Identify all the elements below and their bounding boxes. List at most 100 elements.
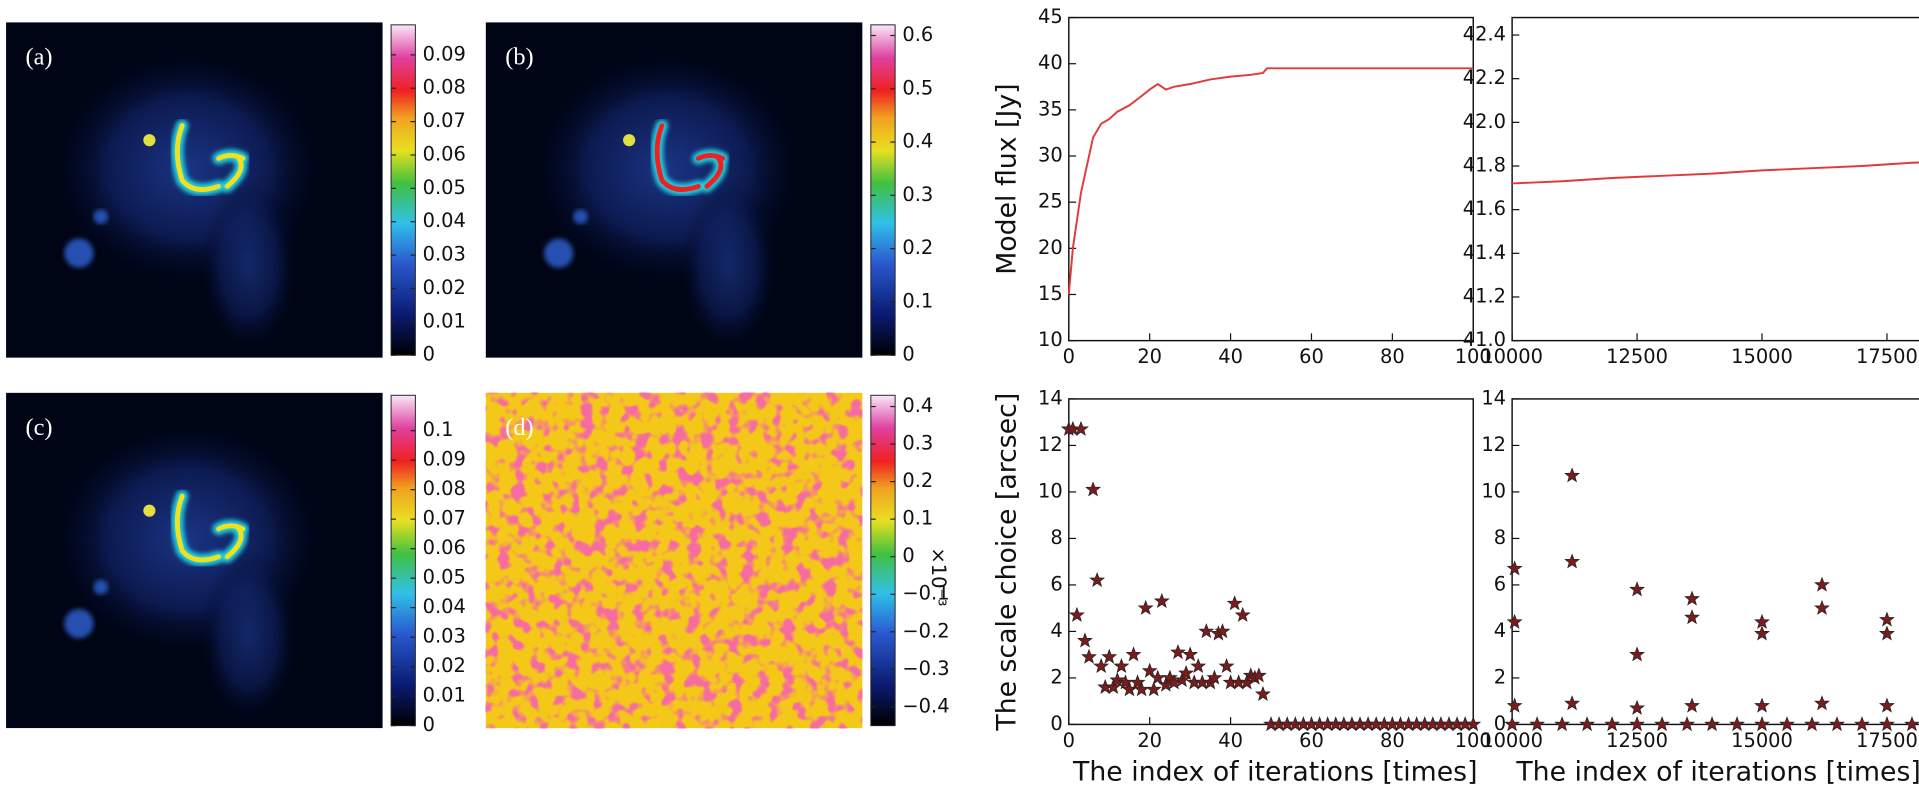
star-marker bbox=[1704, 716, 1720, 732]
star-marker bbox=[1854, 716, 1870, 732]
y-tick-label: 14 bbox=[1481, 386, 1506, 409]
star-marker bbox=[1564, 695, 1581, 711]
star-marker bbox=[1077, 632, 1093, 648]
colorbar-tick-label: 0.02 bbox=[423, 276, 466, 299]
blob bbox=[573, 209, 588, 225]
data-layer bbox=[1067, 67, 1474, 295]
star-marker bbox=[1654, 716, 1670, 732]
star-marker bbox=[1554, 716, 1571, 732]
star-marker bbox=[1604, 716, 1621, 732]
star-marker bbox=[1255, 685, 1271, 701]
colorbar bbox=[390, 394, 416, 727]
star-marker bbox=[1879, 697, 1895, 713]
star-marker bbox=[1174, 671, 1190, 687]
star-marker bbox=[1190, 657, 1207, 674]
colorbar bbox=[870, 24, 896, 356]
star-marker bbox=[1073, 420, 1089, 436]
colorbar-tick-label: 0.4 bbox=[902, 394, 933, 417]
x-tick-label: 40 bbox=[1218, 345, 1243, 368]
star-marker bbox=[1579, 716, 1596, 732]
y-tick-label: 20 bbox=[1038, 236, 1063, 259]
colorbar-tick-label: 0.04 bbox=[423, 209, 466, 232]
colorbar-tick-label: 0.09 bbox=[423, 42, 466, 65]
y-tick-label: 10 bbox=[1038, 479, 1063, 502]
star-marker bbox=[1504, 716, 1521, 732]
x-tick-label: 100 bbox=[1455, 729, 1492, 752]
star-marker bbox=[1145, 681, 1162, 697]
colorbar-tick-label: 0.07 bbox=[423, 109, 466, 132]
y-tick-label: 4 bbox=[1050, 619, 1062, 642]
y-tick-label: 42.2 bbox=[1463, 66, 1506, 89]
colorbar-tick-label: 0.03 bbox=[423, 243, 466, 266]
y-axis-label: The scale choice [arcsec] bbox=[992, 393, 1023, 732]
colorbar-tick-label: 0 bbox=[423, 343, 435, 366]
x-tick-label: 12500 bbox=[1606, 729, 1668, 752]
y-tick-label: 40 bbox=[1038, 51, 1063, 74]
colorbar-tick-label: 0.08 bbox=[423, 477, 466, 500]
nebula bbox=[200, 550, 298, 721]
star-marker bbox=[1182, 646, 1199, 662]
star-marker bbox=[1506, 697, 1523, 713]
colorbar-tick-label: 0.05 bbox=[423, 566, 466, 589]
x-tick-label: 0 bbox=[1063, 345, 1075, 368]
star-marker bbox=[1218, 657, 1235, 674]
y-tick-label: 8 bbox=[1494, 526, 1506, 549]
star-marker bbox=[1679, 716, 1695, 732]
colorbar-tick-label: 0 bbox=[902, 343, 914, 366]
star-marker bbox=[1629, 581, 1645, 597]
line bbox=[1512, 161, 1919, 185]
star-marker bbox=[1684, 609, 1700, 625]
y-tick-label: 4 bbox=[1494, 619, 1506, 642]
chart: 0 2 4 6 8 10 12 14 10000 12500 15000 17500 The index… bbox=[1481, 386, 1919, 788]
x-tick-label: 0 bbox=[1063, 729, 1075, 752]
colorbar-tick-label: 0.01 bbox=[423, 309, 466, 332]
star-marker bbox=[1141, 662, 1158, 678]
y-tick-label: 30 bbox=[1038, 144, 1063, 167]
bright-core bbox=[174, 493, 246, 563]
star-marker bbox=[1529, 716, 1546, 732]
star-marker bbox=[1170, 644, 1186, 660]
star-marker bbox=[1129, 674, 1146, 690]
blob bbox=[143, 134, 156, 147]
star-marker bbox=[1093, 657, 1110, 674]
y-tick-label: 8 bbox=[1050, 526, 1062, 549]
star-marker bbox=[1754, 625, 1770, 641]
colorbar-tick-label: 0.4 bbox=[902, 130, 933, 153]
colorbar-tick-label: 0.5 bbox=[902, 76, 933, 99]
star-marker bbox=[1206, 669, 1223, 685]
colorbar-tick-label: 0.2 bbox=[902, 469, 933, 492]
colorbar-tick-label: −0.1 bbox=[902, 582, 949, 605]
colorbar-tick-label: 0.1 bbox=[902, 289, 933, 312]
image-panel: (b) 0 0.1 0.2 0.3 0.4 0.5 0.6 bbox=[485, 22, 933, 366]
star-marker bbox=[1754, 697, 1770, 713]
star-marker bbox=[1068, 606, 1085, 622]
colorbar-tick-label: 0.03 bbox=[423, 625, 466, 648]
x-tick-label: 17500 bbox=[1856, 345, 1918, 368]
y-tick-label: 41.6 bbox=[1463, 197, 1506, 220]
star-marker bbox=[1779, 716, 1795, 732]
image-panel: (c) 0 0.01 0.02 0.03 0.04 0.05 0.06 0.07 0.08 0.09… bbox=[6, 392, 466, 736]
colorbar-tick-label: 0.1 bbox=[902, 507, 933, 530]
star-marker bbox=[1153, 592, 1170, 608]
y-tick-label: 0 bbox=[1494, 712, 1506, 735]
star-marker bbox=[1564, 467, 1581, 483]
colorbar-tick-label: 0.2 bbox=[902, 236, 933, 259]
star-marker bbox=[1089, 571, 1106, 588]
nebula bbox=[680, 180, 778, 351]
x-tick-label: 20 bbox=[1137, 729, 1162, 752]
y-tick-label: 15 bbox=[1038, 282, 1063, 305]
star-marker bbox=[1226, 595, 1243, 611]
colorbar-tick-label: 0.05 bbox=[423, 176, 466, 199]
star-marker bbox=[1879, 625, 1895, 641]
star-marker bbox=[1250, 667, 1267, 683]
star-marker bbox=[1814, 576, 1830, 592]
star-marker bbox=[1729, 716, 1745, 732]
star-marker bbox=[1506, 613, 1523, 629]
y-tick-label: 10 bbox=[1038, 328, 1063, 351]
star-marker bbox=[1125, 646, 1142, 662]
colorbar-tick-label: −0.3 bbox=[902, 657, 949, 680]
y-tick-label: 41.0 bbox=[1463, 328, 1506, 351]
star-marker bbox=[1814, 695, 1830, 711]
star-marker bbox=[1629, 699, 1645, 715]
